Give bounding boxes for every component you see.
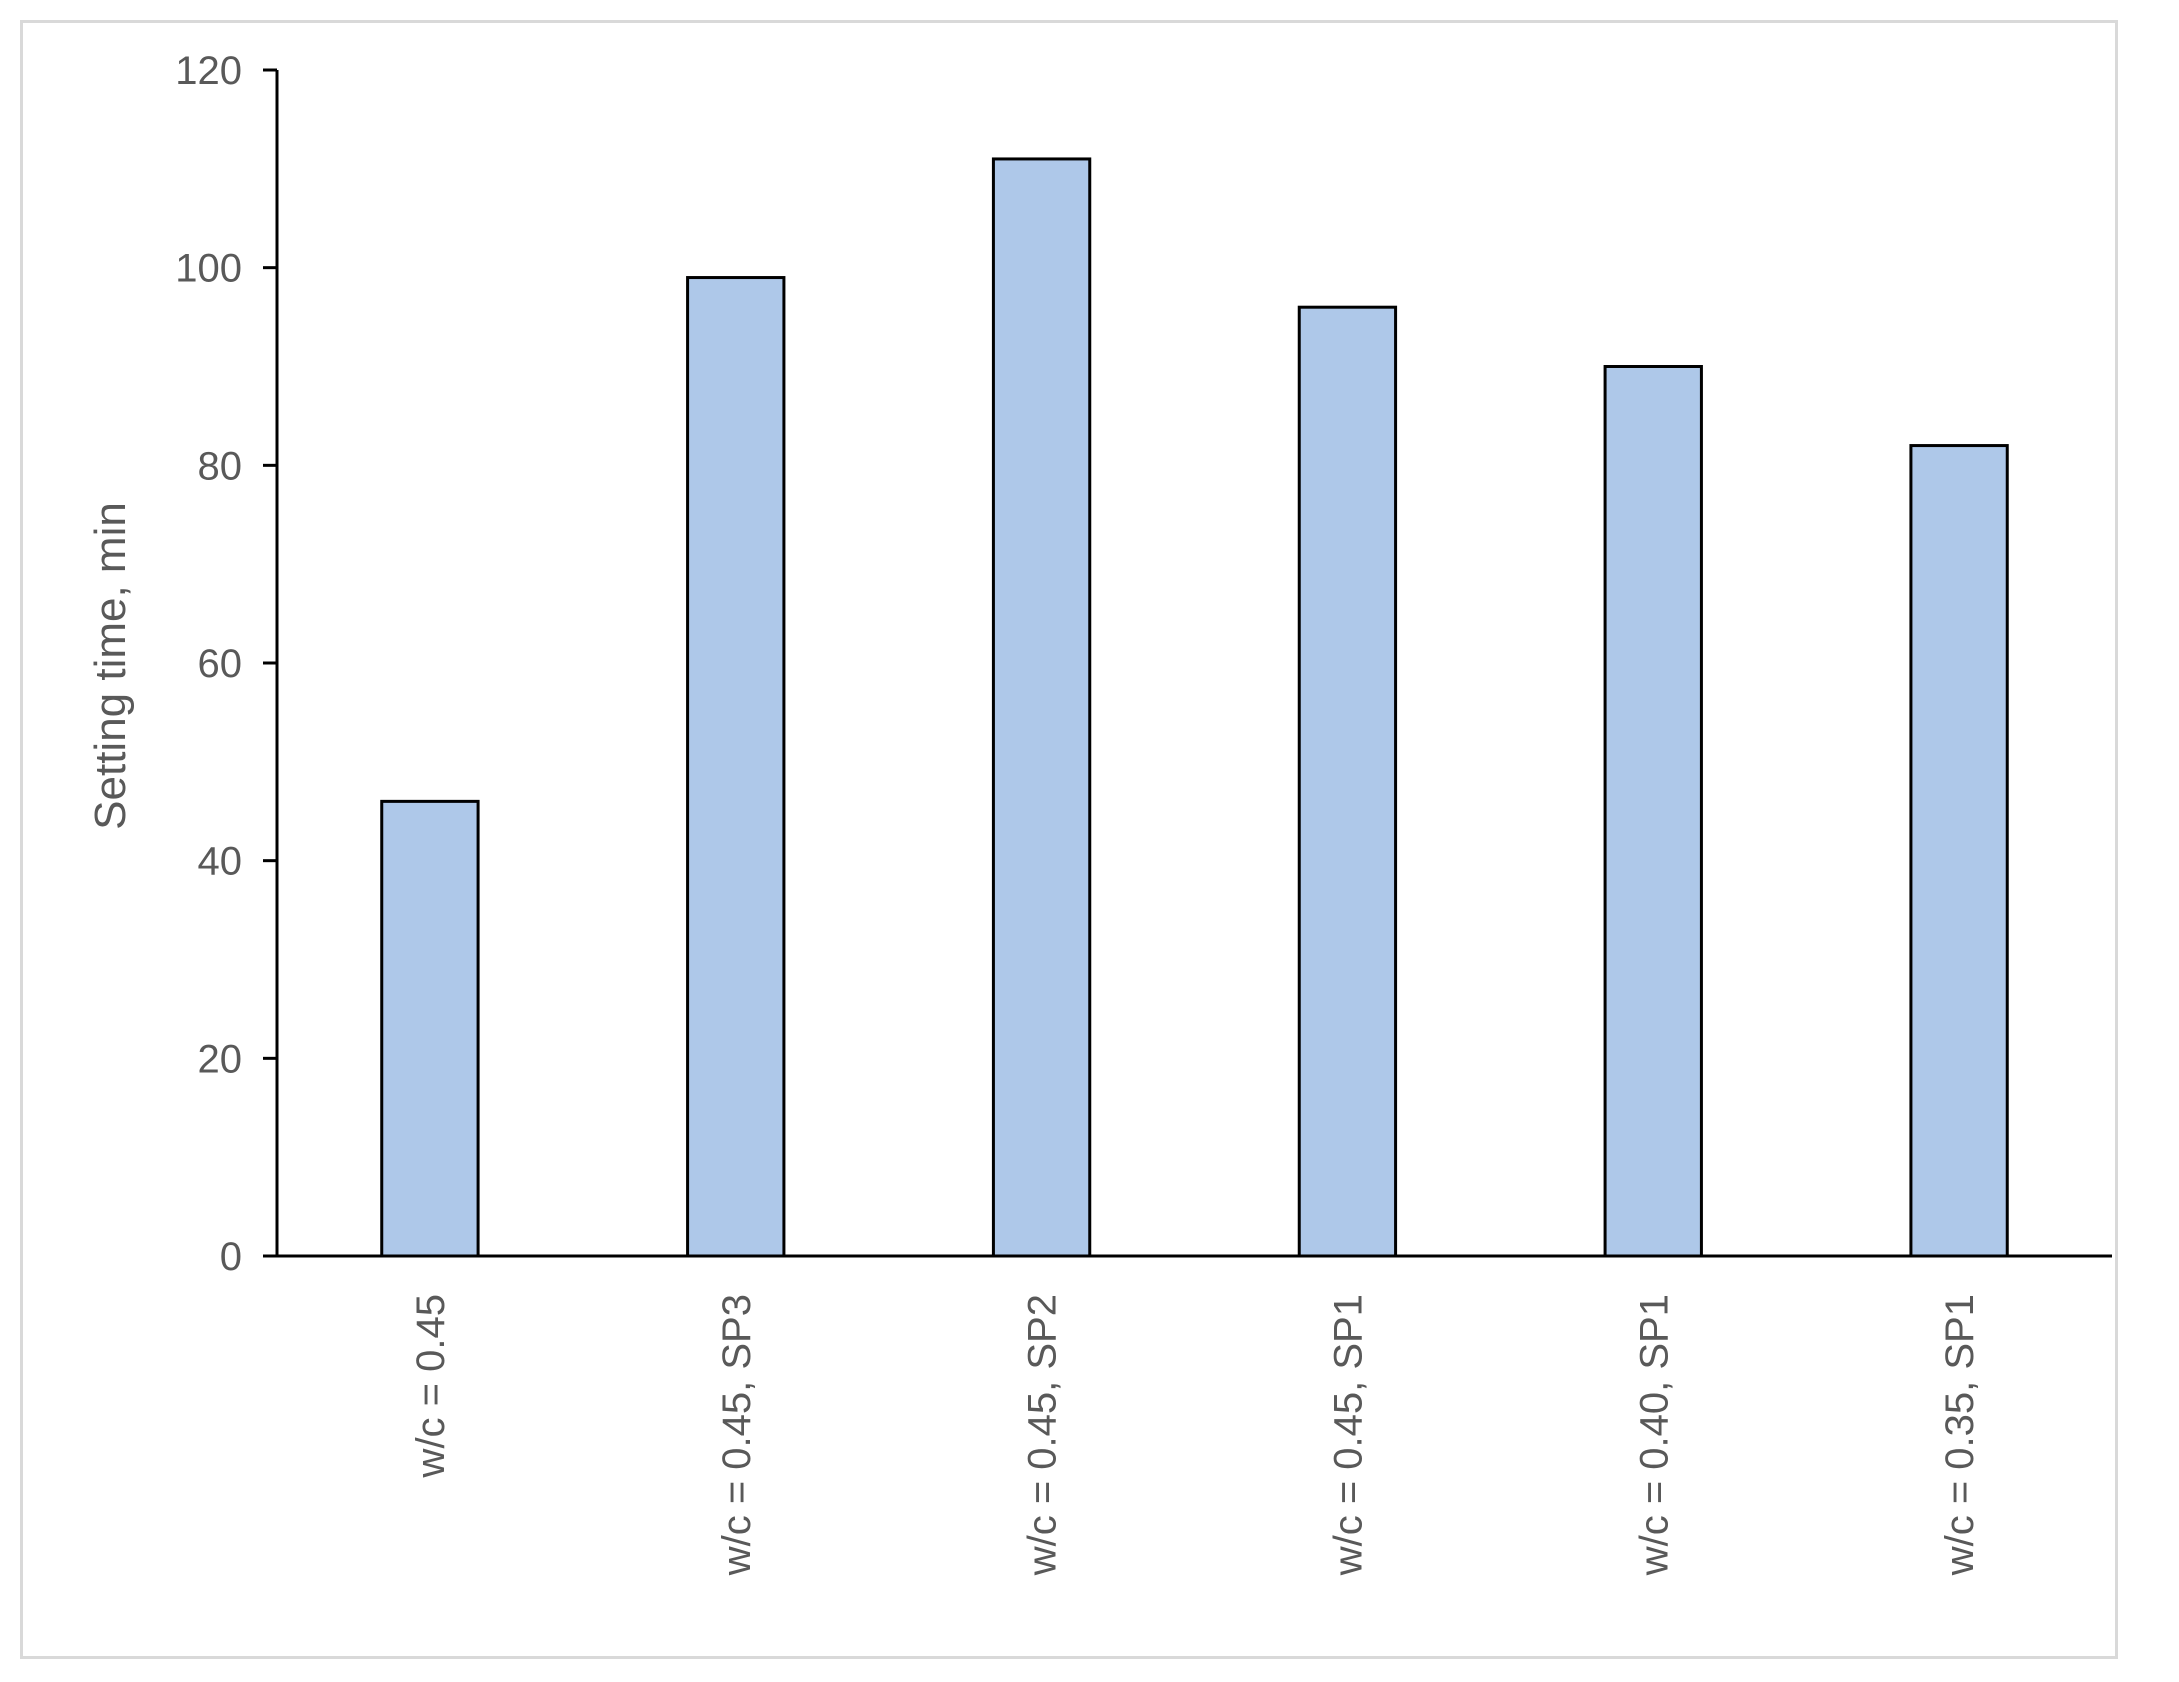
bar: [380, 799, 480, 1258]
bar: [686, 276, 786, 1258]
y-tick-label: 40: [198, 840, 243, 884]
y-tick-label: 100: [175, 247, 242, 291]
y-tick-label: 120: [175, 49, 242, 93]
x-category-label: w/c = 0.45: [409, 1294, 453, 1478]
y-tick-label: 0: [220, 1235, 242, 1279]
bar: [1909, 444, 2009, 1258]
bar: [991, 157, 1092, 1258]
x-category-label: w/c = 0.35, SP1: [1938, 1294, 1982, 1576]
x-category-label: w/c = 0.45, SP3: [715, 1294, 759, 1576]
x-labels-layer: w/c = 0.45 w/c = 0.45, SP3 w/c = 0.45, SP2…: [409, 1294, 1982, 1576]
y-tick-label: 80: [198, 444, 243, 488]
y-ticks-layer: 0 20 40 60 80 100 120: [175, 49, 277, 1279]
bar: [1603, 365, 1703, 1258]
x-category-label: w/c = 0.40, SP1: [1632, 1294, 1676, 1576]
x-category-label: w/c = 0.45, SP1: [1326, 1294, 1370, 1576]
y-axis-title: Setting time, min: [86, 502, 135, 830]
y-tick-label: 20: [198, 1037, 243, 1081]
y-tick-label: 60: [198, 642, 243, 686]
bar: [1297, 305, 1398, 1258]
bars-layer: [380, 157, 2009, 1258]
x-category-label: w/c = 0.45, SP2: [1021, 1294, 1065, 1576]
